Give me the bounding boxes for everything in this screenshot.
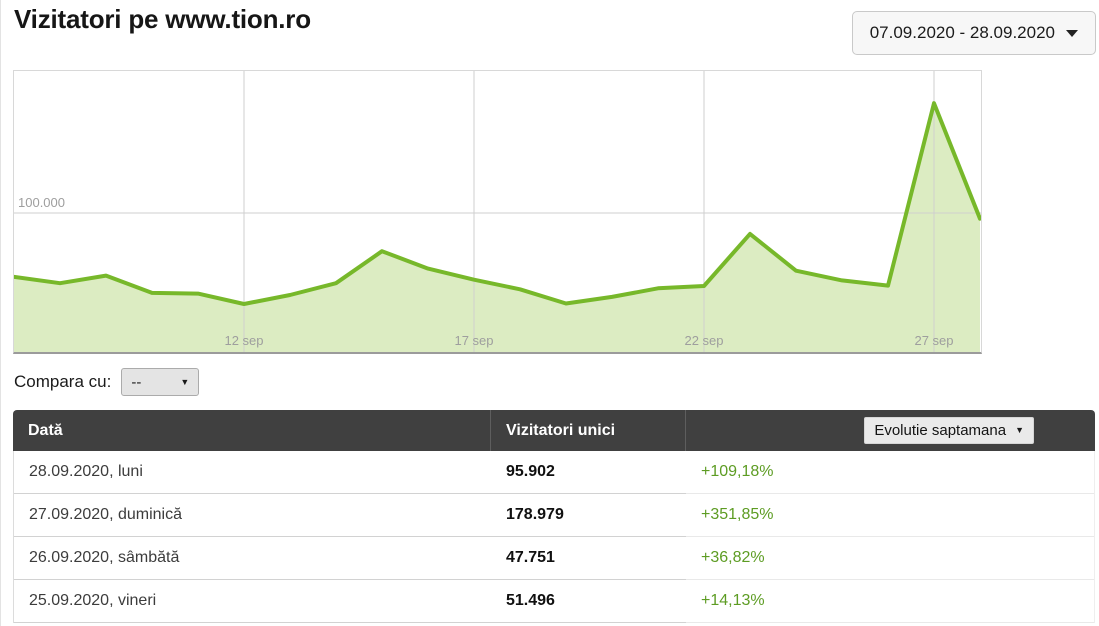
chevron-down-icon: ▼ <box>1015 425 1024 435</box>
compare-selected-value: -- <box>131 373 142 391</box>
row-evolution: +36,82% <box>686 537 1094 580</box>
row-visitors: 178.979 <box>491 494 686 537</box>
table-row: 27.09.2020, duminică 178.979 +351,85% <box>13 494 1095 537</box>
visitors-table: Dată Vizitatori unici Evolutie saptamana… <box>13 410 1095 623</box>
row-date: 26.09.2020, sâmbătă <box>14 537 491 580</box>
column-header-visitors: Vizitatori unici <box>490 410 685 451</box>
table-header-row: Dată Vizitatori unici Evolutie saptamana… <box>13 410 1095 451</box>
chart-area-fill <box>14 103 980 352</box>
column-header-evolution: Evolutie saptamana ▼ <box>685 410 1095 451</box>
x-axis-tick-label: 22 sep <box>684 333 723 348</box>
x-axis-tick-label: 27 sep <box>914 333 953 348</box>
row-date: 25.09.2020, vineri <box>14 580 491 623</box>
row-visitors: 95.902 <box>491 451 686 494</box>
row-evolution: +109,18% <box>686 451 1094 494</box>
row-date: 28.09.2020, luni <box>14 451 491 494</box>
column-header-date: Dată <box>28 421 63 439</box>
evolution-dropdown[interactable]: Evolutie saptamana ▼ <box>864 417 1034 444</box>
table-row: 28.09.2020, luni 95.902 +109,18% <box>13 451 1095 494</box>
compare-row: Compara cu: -- ▼ <box>14 368 200 396</box>
date-range-label: 07.09.2020 - 28.09.2020 <box>869 23 1055 42</box>
visitors-chart-container: 12 sep 17 sep 22 sep 27 sep 100.000 <box>13 70 982 354</box>
window-edge <box>0 0 1 626</box>
x-axis-tick-label: 17 sep <box>454 333 493 348</box>
y-axis-tick-label: 100.000 <box>18 195 65 210</box>
row-visitors: 51.496 <box>491 580 686 623</box>
table-row: 26.09.2020, sâmbătă 47.751 +36,82% <box>13 537 1095 580</box>
chevron-down-icon <box>1066 29 1078 37</box>
chart-trend-line <box>14 101 981 306</box>
visitors-table-body: 28.09.2020, luni 95.902 +109,18% 27.09.2… <box>13 451 1095 623</box>
x-axis-tick-label: 12 sep <box>224 333 263 348</box>
table-row: 25.09.2020, vineri 51.496 +14,13% <box>13 580 1095 623</box>
page-title: Vizitatori pe www.tion.ro <box>14 4 311 34</box>
compare-select[interactable]: -- ▼ <box>121 368 200 396</box>
evolution-dropdown-label: Evolutie saptamana <box>874 422 1007 439</box>
compare-label: Compara cu: <box>14 372 112 391</box>
visitors-area-chart: 12 sep 17 sep 22 sep 27 sep 100.000 <box>14 71 981 352</box>
row-visitors: 47.751 <box>491 537 686 580</box>
chevron-down-icon: ▼ <box>180 376 190 387</box>
row-evolution: +351,85% <box>686 494 1094 537</box>
row-evolution: +14,13% <box>686 580 1094 623</box>
date-range-selector[interactable]: 07.09.2020 - 28.09.2020 <box>851 11 1096 55</box>
row-date: 27.09.2020, duminică <box>14 494 491 537</box>
